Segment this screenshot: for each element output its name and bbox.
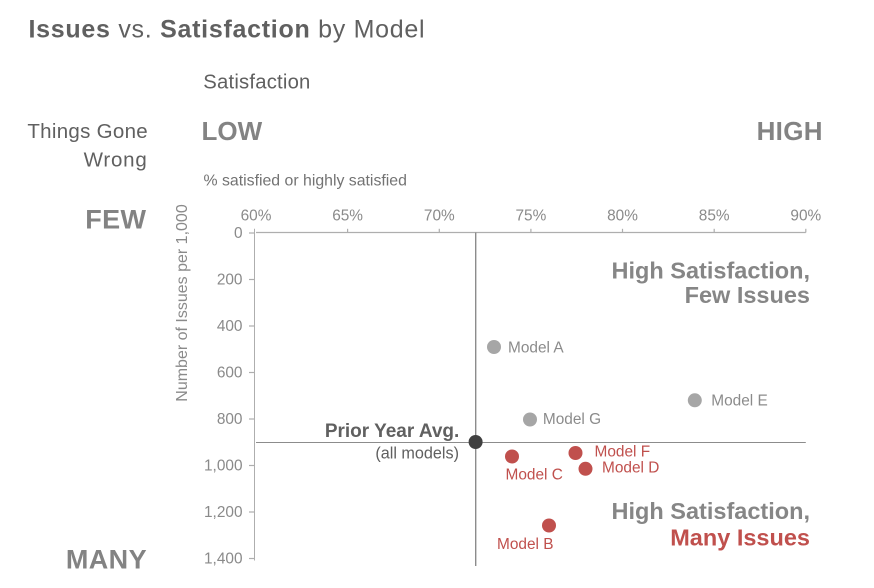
svg-text:LOW: LOW [202,116,263,146]
svg-text:(all models): (all models) [375,445,459,463]
svg-text:Model E: Model E [711,392,767,409]
svg-text:HIGH: HIGH [757,116,823,146]
svg-text:85%: 85% [699,207,730,224]
svg-text:Model F: Model F [595,444,651,461]
svg-text:Model B: Model B [497,536,553,553]
svg-text:High Satisfaction,: High Satisfaction, [612,258,810,284]
svg-text:80%: 80% [607,207,638,224]
svg-text:FEW: FEW [85,205,146,235]
svg-text:0: 0 [234,225,243,242]
svg-text:60%: 60% [241,207,272,224]
svg-text:65%: 65% [332,207,363,224]
svg-text:Many Issues: Many Issues [670,524,810,550]
svg-text:MANY: MANY [66,545,147,575]
svg-text:70%: 70% [424,207,455,224]
svg-text:1,200: 1,200 [204,504,243,521]
svg-text:1,400: 1,400 [204,551,243,568]
svg-text:Number of Issues per 1,000: Number of Issues per 1,000 [174,204,191,402]
svg-text:800: 800 [217,411,243,428]
svg-text:Model D: Model D [602,460,659,477]
svg-text:200: 200 [217,272,243,289]
svg-text:Model G: Model G [543,411,601,428]
svg-text:Model C: Model C [506,467,563,484]
svg-text:Things Gone: Things Gone [27,120,148,143]
svg-text:Model A: Model A [508,339,564,356]
svg-text:Satisfaction: Satisfaction [203,71,310,93]
svg-text:Few Issues: Few Issues [685,282,810,308]
svg-text:High Satisfaction,: High Satisfaction, [612,498,810,524]
svg-text:Issues vs. Satisfaction by Mod: Issues vs. Satisfaction by Model [29,16,426,44]
svg-text:% satisfied or highly satisfie: % satisfied or highly satisfied [204,173,407,190]
svg-text:Wrong: Wrong [84,148,148,171]
svg-text:Prior Year Avg.: Prior Year Avg. [325,421,459,442]
svg-text:1,000: 1,000 [204,458,243,475]
svg-text:90%: 90% [790,207,821,224]
svg-text:400: 400 [217,318,243,335]
svg-text:75%: 75% [515,207,546,224]
svg-text:600: 600 [217,365,243,382]
